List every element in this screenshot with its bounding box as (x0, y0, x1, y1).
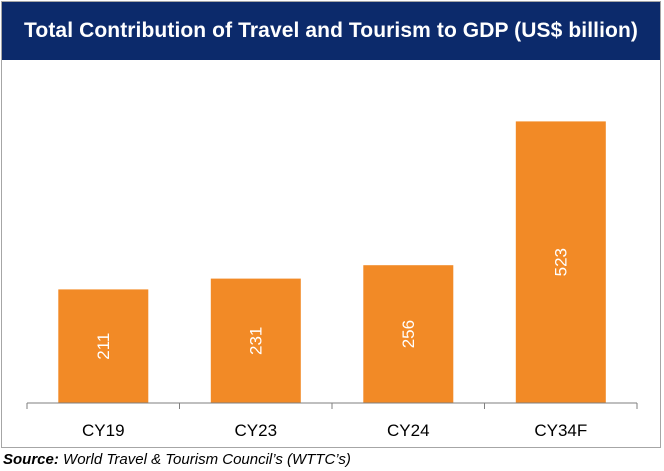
data-label-cy19: 211 (94, 333, 113, 360)
tick-label-cy19: CY19 (82, 421, 125, 440)
source-note: Source: World Travel & Tourism Council’s… (3, 451, 351, 468)
bar-cy24 (363, 265, 454, 403)
x-axis: CY19 CY23 CY24 CY34F (26, 402, 638, 440)
chart-title-bar: Total Contribution of Travel and Tourism… (2, 2, 660, 60)
bar-cy19 (58, 289, 149, 403)
source-label: Source: (3, 451, 59, 468)
data-label-cy24: 256 (399, 320, 418, 348)
data-label-cy34f: 523 (551, 248, 570, 276)
chart-title: Total Contribution of Travel and Tourism… (24, 19, 638, 42)
tick-label-cy23: CY23 (235, 421, 278, 440)
bars-layer: 211 231 256 523 (58, 121, 606, 404)
tick-label-cy34f: CY34F (534, 421, 587, 440)
data-label-cy23: 231 (246, 327, 265, 355)
bar-chart: 211 231 256 523 CY19 CY23 CY24 CY34F (26, 121, 638, 440)
bar-cy34f (515, 121, 606, 404)
source-text: World Travel & Tourism Council’s (WTTC’s… (63, 451, 351, 468)
bar-cy23 (210, 278, 301, 403)
tick-label-cy24: CY24 (387, 421, 430, 440)
